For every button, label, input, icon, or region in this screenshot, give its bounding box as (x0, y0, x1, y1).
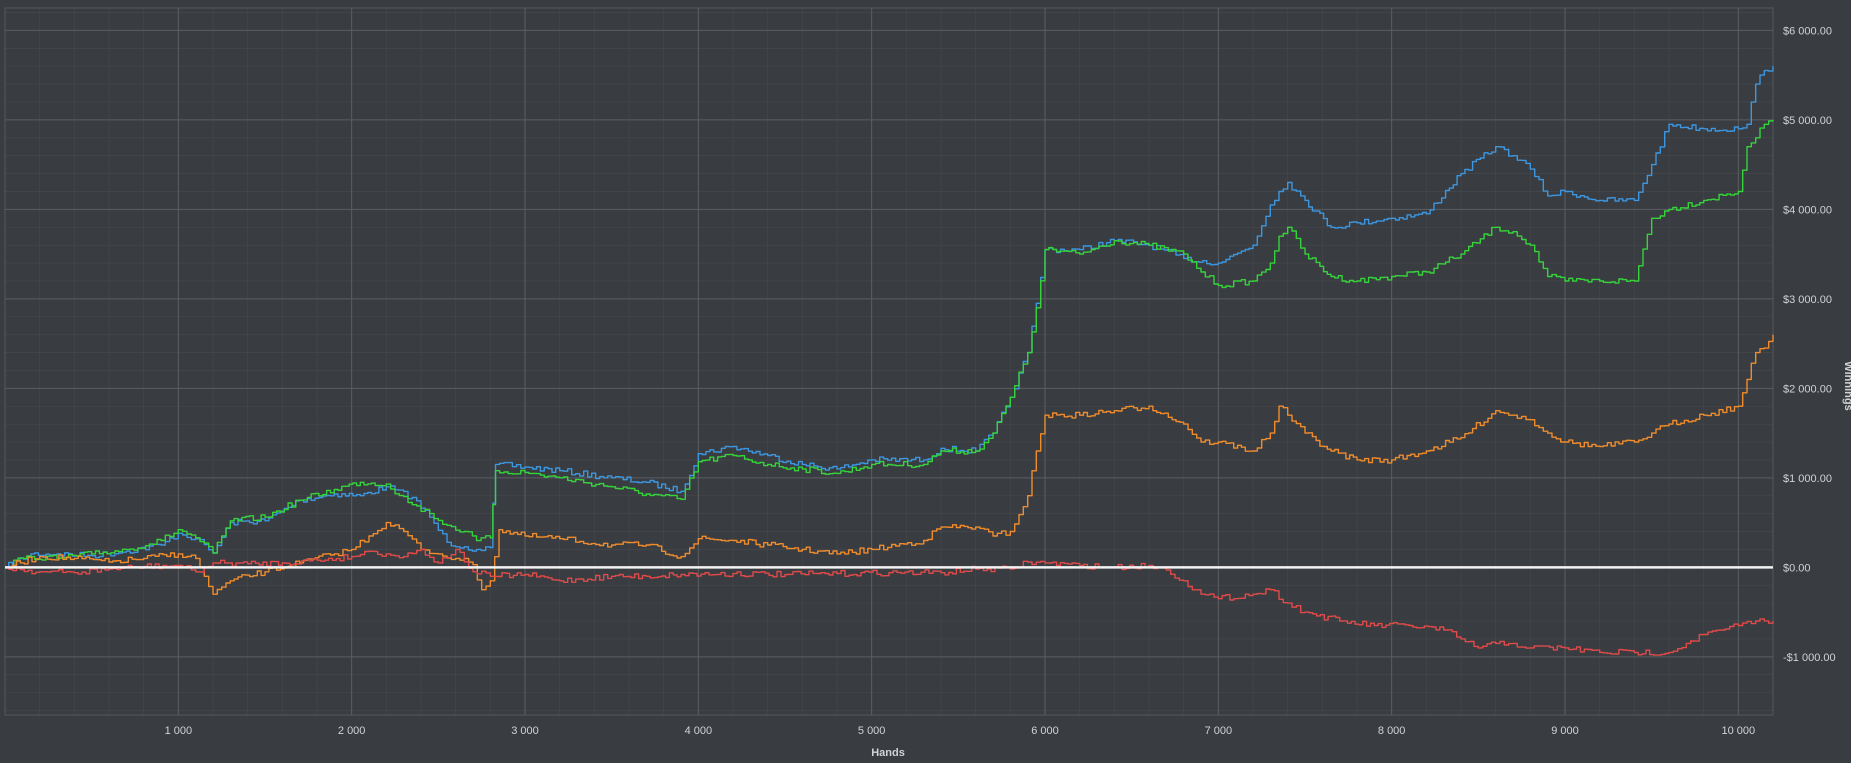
x-tick-label: 7 000 (1205, 725, 1233, 737)
x-tick-label: 2 000 (338, 725, 366, 737)
series-layer (5, 66, 1774, 656)
minor-grid (5, 8, 1773, 715)
y-tick-label: $0.00 (1783, 562, 1811, 574)
y-tick-label: $2 000.00 (1783, 383, 1832, 395)
x-axis-title: Hands (871, 747, 905, 759)
y-tick-label: -$1 000.00 (1783, 652, 1836, 664)
y-axis-title: Winnings (1842, 361, 1851, 410)
plot-frame (4, 7, 1774, 716)
x-tick-label: 9 000 (1551, 725, 1579, 737)
series-line-green (5, 119, 1774, 569)
y-tick-label: $6 000.00 (1783, 25, 1832, 37)
x-tick-label: 3 000 (511, 725, 539, 737)
x-axis-ticks: 1 000 2 000 3 000 4 000 5 000 6 000 7 000 8 000… (165, 725, 1756, 737)
x-tick-label: 4 000 (685, 725, 713, 737)
x-tick-label: 10 000 (1722, 725, 1756, 737)
y-tick-label: $5 000.00 (1783, 115, 1832, 127)
x-tick-label: 5 000 (858, 725, 886, 737)
x-tick-label: 1 000 (165, 725, 193, 737)
y-tick-label: $1 000.00 (1783, 473, 1832, 485)
y-tick-label: $4 000.00 (1783, 204, 1832, 216)
series-line-red (5, 548, 1774, 656)
x-tick-label: 6 000 (1031, 725, 1059, 737)
y-tick-label: $3 000.00 (1783, 294, 1832, 306)
y-axis-ticks: -$1 000.00 $0.00 $1 000.00 $2 000.00 $3 000.… (1783, 25, 1836, 663)
x-tick-label: 8 000 (1378, 725, 1406, 737)
